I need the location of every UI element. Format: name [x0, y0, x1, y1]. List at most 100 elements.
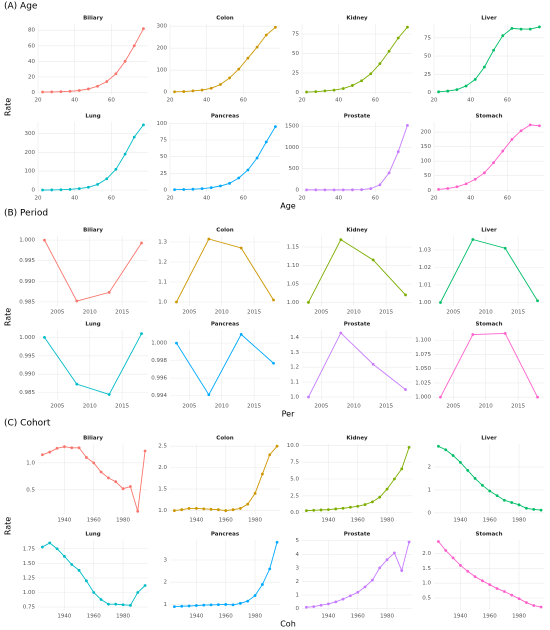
- x-tick-label: 1940: [189, 614, 203, 620]
- point: [538, 124, 541, 128]
- point: [517, 597, 521, 601]
- point: [501, 149, 505, 153]
- point: [107, 602, 110, 606]
- y-tick-label: 1000: [285, 145, 299, 151]
- x-tick-label: 2005: [314, 310, 328, 316]
- point: [123, 152, 127, 156]
- y-tick-label: 0.985: [19, 390, 35, 396]
- point: [459, 460, 462, 464]
- point: [334, 507, 338, 511]
- panel-title: Stomach: [476, 322, 503, 328]
- x-tick-label: 40: [203, 98, 210, 104]
- y-tick-label: 50: [424, 54, 431, 60]
- y-tick-label: 5.0: [290, 477, 299, 483]
- point: [200, 187, 204, 191]
- y-tick-label: 1500: [285, 124, 299, 130]
- point: [323, 188, 327, 192]
- y-tick-label: 1.10: [287, 263, 300, 269]
- point: [539, 605, 543, 609]
- y-tick-label: 1.000: [19, 238, 35, 244]
- y-tick-label: 0: [296, 606, 300, 612]
- y-tick-label: 60: [28, 43, 35, 49]
- panel-title: Kidney: [346, 228, 368, 234]
- point: [136, 509, 140, 513]
- y-tick-label: 0.985: [19, 299, 35, 305]
- point: [143, 584, 147, 587]
- point: [75, 299, 79, 303]
- point: [510, 501, 514, 504]
- x-axis-label: Age: [280, 202, 296, 211]
- point: [182, 90, 186, 93]
- y-tick-label: 1.100: [415, 338, 431, 344]
- y-tick-label: 100: [157, 121, 168, 127]
- point: [519, 129, 523, 133]
- point: [404, 293, 407, 297]
- point: [246, 502, 250, 506]
- point: [341, 188, 345, 192]
- point: [378, 62, 382, 66]
- y-tick-label: 2: [164, 580, 168, 586]
- point: [319, 603, 323, 607]
- point: [43, 335, 46, 339]
- y-tick-label: 0: [428, 188, 432, 194]
- point: [77, 89, 81, 92]
- point: [85, 456, 88, 459]
- panel-title: Stomach: [476, 532, 503, 538]
- point: [503, 498, 506, 502]
- section-label: (C) Cohort: [4, 419, 51, 429]
- point: [195, 604, 198, 607]
- y-tick-label: 1.01: [419, 283, 431, 289]
- point: [483, 65, 486, 69]
- point: [237, 67, 241, 71]
- panel-title: Pancreas: [211, 322, 240, 328]
- y-tick-label: 1.1: [158, 280, 167, 286]
- y-tick-label: 1: [296, 593, 300, 599]
- point: [264, 140, 268, 144]
- point: [488, 489, 492, 493]
- panel-title: Kidney: [346, 436, 368, 442]
- point: [455, 88, 459, 92]
- point: [455, 185, 459, 189]
- point: [275, 444, 279, 448]
- point: [187, 604, 191, 608]
- y-tick-label: 75: [424, 35, 431, 41]
- y-tick-label: 200: [421, 130, 432, 136]
- y-tick-label: 2.5: [158, 444, 167, 450]
- point: [341, 597, 345, 601]
- panel-title: Lung: [85, 322, 100, 328]
- x-tick-label: 2015: [379, 310, 393, 316]
- x-tick-label: 2005: [182, 310, 196, 316]
- y-tick-label: 0.75: [23, 605, 36, 611]
- x-tick-label: 2010: [215, 404, 229, 410]
- x-tick-label: 60: [504, 98, 511, 104]
- y-tick-label: 50: [424, 173, 431, 179]
- point: [393, 477, 396, 481]
- x-tick-label: 1960: [219, 614, 233, 620]
- y-tick-label: 0: [32, 188, 36, 194]
- point: [393, 551, 396, 555]
- point: [140, 241, 143, 245]
- panel-title: Lung: [85, 114, 100, 120]
- point: [268, 567, 272, 571]
- point: [400, 467, 404, 471]
- point: [202, 507, 206, 511]
- y-tick-label: 0.995: [19, 258, 35, 264]
- point: [385, 487, 389, 491]
- point: [314, 90, 318, 94]
- y-axis-label: Rate: [4, 98, 13, 116]
- point: [525, 601, 528, 604]
- y-tick-label: 2: [296, 579, 300, 585]
- point: [363, 503, 367, 506]
- y-tick-label: 1.2: [158, 260, 167, 266]
- x-tick-label: 1940: [453, 614, 467, 620]
- x-tick-label: 20: [431, 196, 438, 202]
- x-tick-label: 2005: [50, 310, 64, 316]
- point: [253, 594, 257, 597]
- x-tick-label: 1980: [380, 518, 394, 524]
- point: [105, 177, 109, 181]
- point: [41, 453, 44, 457]
- y-tick-label: 1: [428, 487, 432, 493]
- point: [272, 361, 275, 365]
- y-tick-label: 0.995: [19, 353, 35, 359]
- point: [175, 300, 178, 304]
